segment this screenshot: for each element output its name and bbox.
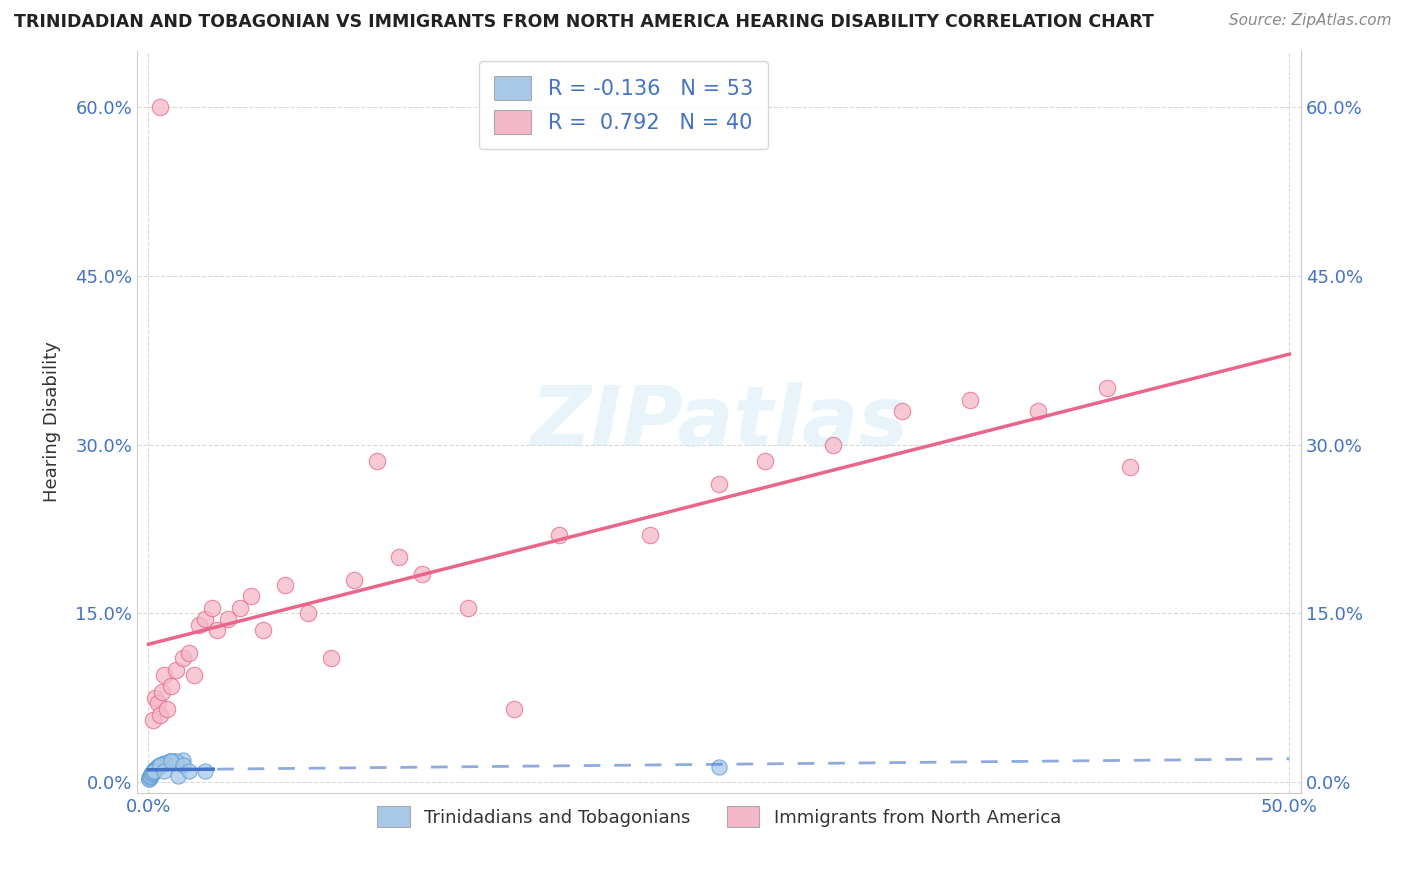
Point <box>1028 403 1050 417</box>
Point <box>1119 460 1142 475</box>
Point <box>146 761 169 775</box>
Point <box>145 761 167 775</box>
Point <box>201 600 224 615</box>
Point <box>143 762 166 776</box>
Point <box>142 765 165 780</box>
Point <box>149 758 172 772</box>
Point <box>890 403 912 417</box>
Point <box>388 549 411 564</box>
Point <box>167 769 190 783</box>
Point <box>149 707 172 722</box>
Point <box>143 764 166 778</box>
Point <box>821 437 844 451</box>
Point <box>139 768 162 782</box>
Point <box>145 762 167 776</box>
Point <box>138 772 160 786</box>
Point <box>457 600 479 615</box>
Point <box>411 566 433 581</box>
Point <box>640 527 662 541</box>
Point <box>146 696 169 710</box>
Point <box>143 690 166 705</box>
Point <box>165 663 187 677</box>
Point <box>152 756 174 771</box>
Point <box>150 757 173 772</box>
Point <box>142 765 165 780</box>
Point <box>319 651 342 665</box>
Point <box>1095 381 1118 395</box>
Point <box>150 685 173 699</box>
Point <box>145 762 167 776</box>
Point <box>138 772 160 786</box>
Point <box>141 765 163 780</box>
Point <box>297 607 319 621</box>
Point <box>194 764 217 779</box>
Point <box>141 766 163 780</box>
Point <box>205 623 228 637</box>
Point <box>153 756 176 770</box>
Point <box>139 768 162 782</box>
Point <box>141 767 163 781</box>
Point <box>160 680 183 694</box>
Point <box>274 578 297 592</box>
Point <box>150 757 173 772</box>
Point <box>143 763 166 777</box>
Point <box>142 764 165 778</box>
Point <box>179 764 201 779</box>
Point <box>165 754 187 768</box>
Point <box>187 617 209 632</box>
Point <box>240 590 263 604</box>
Point <box>228 600 250 615</box>
Point <box>159 755 181 769</box>
Point <box>149 100 172 114</box>
Point <box>141 767 163 781</box>
Point <box>160 755 183 769</box>
Point <box>959 392 981 407</box>
Text: ZIPatlas: ZIPatlas <box>530 382 908 463</box>
Point <box>148 759 170 773</box>
Point <box>142 764 165 778</box>
Point <box>172 753 194 767</box>
Point <box>548 527 571 541</box>
Legend: Trinidadians and Tobagonians, Immigrants from North America: Trinidadians and Tobagonians, Immigrants… <box>368 797 1070 837</box>
Text: Source: ZipAtlas.com: Source: ZipAtlas.com <box>1229 13 1392 29</box>
Point <box>252 623 274 637</box>
Point <box>143 764 166 778</box>
Point <box>153 668 176 682</box>
Point <box>707 476 730 491</box>
Point <box>139 769 162 783</box>
Point <box>172 651 194 665</box>
Point <box>138 770 160 784</box>
Point <box>138 772 160 786</box>
Point <box>162 754 184 768</box>
Text: TRINIDADIAN AND TOBAGONIAN VS IMMIGRANTS FROM NORTH AMERICA HEARING DISABILITY C: TRINIDADIAN AND TOBAGONIAN VS IMMIGRANTS… <box>14 13 1154 31</box>
Point <box>153 764 176 779</box>
Point <box>142 765 165 780</box>
Point <box>138 772 160 787</box>
Y-axis label: Hearing Disability: Hearing Disability <box>44 342 60 502</box>
Point <box>148 759 170 773</box>
Point <box>159 755 181 769</box>
Point <box>143 763 166 777</box>
Point <box>142 765 165 780</box>
Point <box>142 713 165 727</box>
Point <box>343 573 366 587</box>
Point <box>183 668 205 682</box>
Point <box>143 763 166 777</box>
Point <box>707 760 730 774</box>
Point <box>148 759 170 773</box>
Point <box>141 767 163 781</box>
Point <box>366 454 388 468</box>
Point <box>217 612 239 626</box>
Point <box>143 763 166 777</box>
Point <box>179 646 201 660</box>
Point <box>172 757 194 772</box>
Point <box>142 764 165 778</box>
Point <box>194 612 217 626</box>
Point <box>754 454 776 468</box>
Point <box>502 702 524 716</box>
Point <box>150 757 173 772</box>
Point <box>156 702 179 716</box>
Point <box>149 758 172 772</box>
